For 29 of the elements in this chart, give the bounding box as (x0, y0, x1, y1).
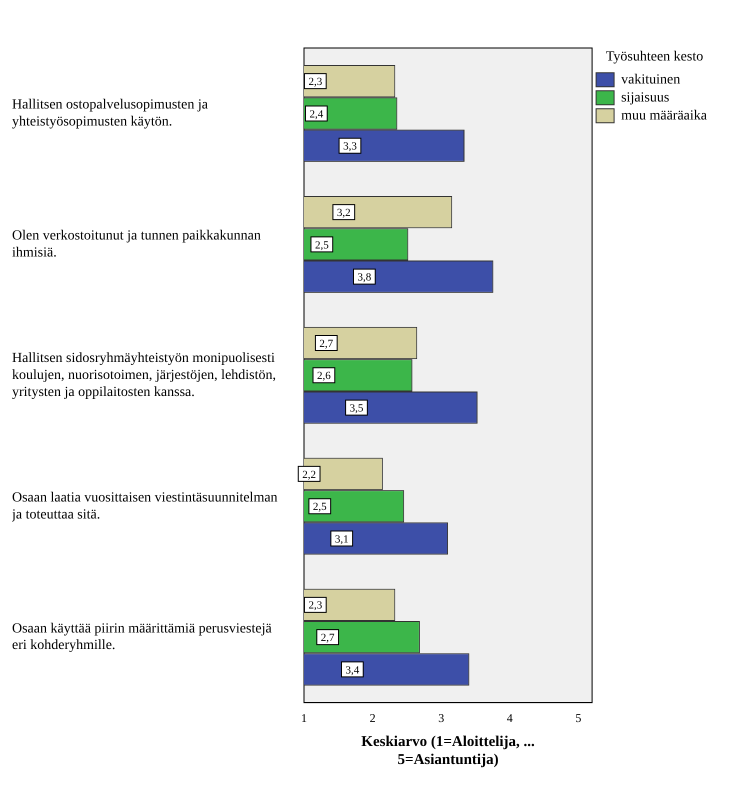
x-tick-label: 2 (370, 710, 376, 725)
data-label: 2,3 (308, 600, 323, 612)
data-label: 2,7 (320, 632, 336, 644)
y-tick-label: Hallitsen ostopalvelusopimusten ja yhteistyösopimusten käytön. (12, 98, 209, 130)
data-label: 2,7 (319, 338, 334, 350)
data-label: 2,6 (317, 370, 332, 382)
legend-label: vakituinen (621, 72, 680, 88)
data-label: 2,5 (314, 239, 330, 252)
data-label: 3,3 (343, 140, 358, 153)
legend-title: Työsuhteen kesto (606, 50, 704, 65)
legend-label: sijaisuus (621, 90, 670, 106)
data-label: 2,4 (309, 108, 324, 120)
data-label: 2,2 (302, 468, 316, 481)
data-label: 3,5 (350, 402, 364, 414)
y-tick-label: Hallitsen sidosryhmäyhteistyön monipuolisesti koulujen, nuorisotoimen, järjestöjen, lehdistön, yritysten ja oppilaitosten kanssa. (12, 351, 276, 400)
data-label: 3,1 (334, 533, 349, 546)
y-tick-label: Olen verkostoitunut ja tunnen paikkakunnan ihmisiä. (12, 228, 261, 260)
data-label: 2,3 (308, 76, 323, 88)
x-tick-label: 4 (506, 710, 513, 725)
data-label: 3,8 (357, 272, 372, 284)
data-label: 3,4 (345, 664, 360, 676)
data-label: 2,5 (312, 501, 328, 514)
x-axis-title: Keskiarvo (1=Aloittelija, ... 5=Asiantuntija) (361, 734, 536, 768)
y-tick-label: Osaan käyttää piirin määrittämiä perusviestejä eri kohderyhmille. (12, 621, 272, 654)
x-tick-label: 3 (438, 710, 444, 725)
legend-label: muu määräaika (621, 108, 708, 124)
x-tick-label: 5 (575, 710, 582, 725)
x-tick-label: 1 (301, 710, 307, 725)
data-label: 3,2 (336, 206, 351, 219)
